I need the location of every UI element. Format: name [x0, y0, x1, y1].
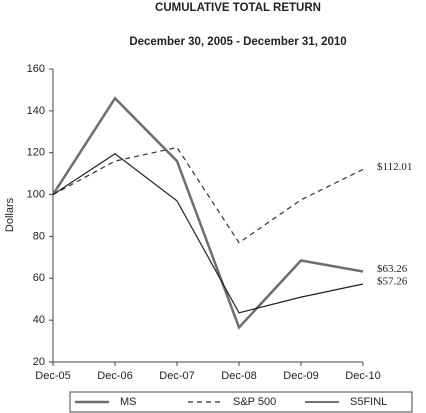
legend-label: MS — [120, 396, 137, 408]
chart-title: CUMULATIVE TOTAL RETURN — [155, 2, 321, 14]
value-label: $112.01 — [377, 161, 412, 173]
y-tick-label: 140 — [27, 105, 45, 117]
legend-label: S5FINL — [350, 396, 387, 408]
x-tick-label: Dec-09 — [283, 370, 318, 382]
series-line — [52, 153, 364, 314]
series-line — [52, 146, 364, 244]
y-tick-label: 100 — [27, 188, 45, 200]
value-label: $63.26 — [377, 263, 408, 275]
legend-label: S&P 500 — [233, 396, 276, 408]
y-tick-label: 160 — [27, 63, 45, 75]
x-tick-label: Dec-08 — [221, 370, 256, 382]
y-tick-label: 40 — [33, 314, 45, 326]
y-tick-label: 120 — [27, 147, 45, 159]
y-tick-label: 80 — [33, 230, 45, 242]
series-line — [51, 96, 364, 330]
y-tick-label: 60 — [33, 272, 45, 284]
chart-subtitle: December 30, 2005 - December 31, 2010 — [129, 36, 346, 48]
value-label: $57.26 — [377, 276, 408, 288]
x-tick-label: Dec-07 — [159, 370, 194, 382]
y-tick-label: 20 — [33, 356, 45, 368]
y-axis-label: Dollars — [4, 197, 16, 232]
x-tick-label: Dec-10 — [345, 370, 380, 382]
x-tick-label: Dec-06 — [97, 370, 132, 382]
x-tick-label: Dec-05 — [35, 370, 70, 382]
legend-box — [69, 391, 413, 413]
